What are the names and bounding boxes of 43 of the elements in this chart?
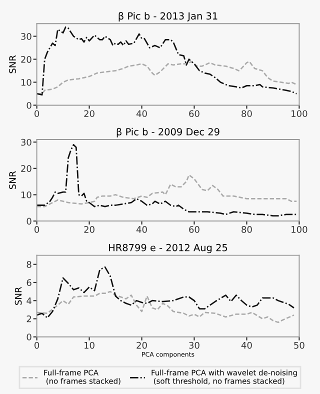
x-tick-label: 40 [136,110,147,118]
x-tick-label: 20 [136,342,147,349]
x-tick-label: 40 [241,342,252,349]
y-tick-label: 10 [21,78,32,86]
x-tick-label: 0 [34,342,40,349]
x-tick-label: 20 [84,110,94,118]
y-tick-label: 0 [26,218,32,225]
line-series [36,60,298,94]
y-tick-label: 8 [26,261,32,268]
x-tick-label: 0 [34,226,40,233]
x-tick-label: 100 [292,226,308,233]
y-tick-label: 4 [26,297,32,304]
y-axis-title: SNR [9,55,16,74]
x-tick-label: 30 [189,342,200,349]
x-tick-label: 60 [189,226,200,233]
y-tick-label: 6 [26,279,32,286]
y-axis-title: SNR [9,171,16,190]
line-series [36,174,298,208]
line-series [36,26,298,96]
line-series [36,144,298,216]
line-series [36,266,295,319]
y-tick-label: 30 [21,138,32,146]
chart-title: β Pic b - 2009 Dec 29 [116,128,220,138]
y-axis-title: SNR [14,286,22,305]
y-tick-label: 20 [21,56,32,63]
y-tick-label: 20 [21,165,32,172]
x-tick-label: 60 [189,110,200,118]
chart-title: β Pic b - 2013 Jan 31 [118,12,218,22]
x-tick-label: 20 [84,226,94,233]
x-tick-label: 80 [242,226,252,233]
x-tick-label: 80 [242,110,252,118]
x-tick-label: 0 [34,110,40,118]
x-tick-label: 50 [294,342,304,349]
y-tick-label: 0 [26,334,32,340]
x-tick-label: 40 [136,226,147,233]
y-tick-label: 10 [21,191,32,198]
line-series [36,290,295,324]
y-tick-label: 30 [21,33,32,40]
y-tick-label: 0 [26,102,32,109]
chart-title: HR8799 e - 2012 Aug 25 [109,244,228,254]
x-tick-label: 100 [292,110,308,118]
x-tick-label: 10 [84,342,94,349]
y-tick-label: 2 [26,315,32,322]
